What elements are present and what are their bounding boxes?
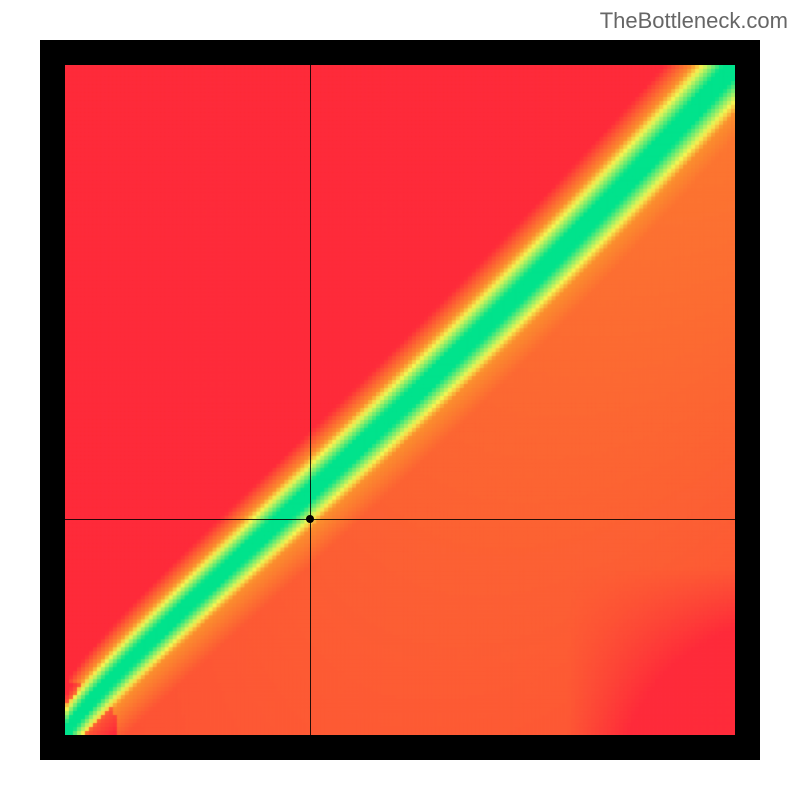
attribution-label: TheBottleneck.com xyxy=(600,8,788,34)
crosshair-horizontal xyxy=(65,519,735,520)
marker-dot xyxy=(306,515,314,523)
chart-frame xyxy=(40,40,760,760)
heatmap-canvas xyxy=(65,65,735,735)
crosshair-vertical xyxy=(310,65,311,735)
chart-container: TheBottleneck.com xyxy=(0,0,800,800)
